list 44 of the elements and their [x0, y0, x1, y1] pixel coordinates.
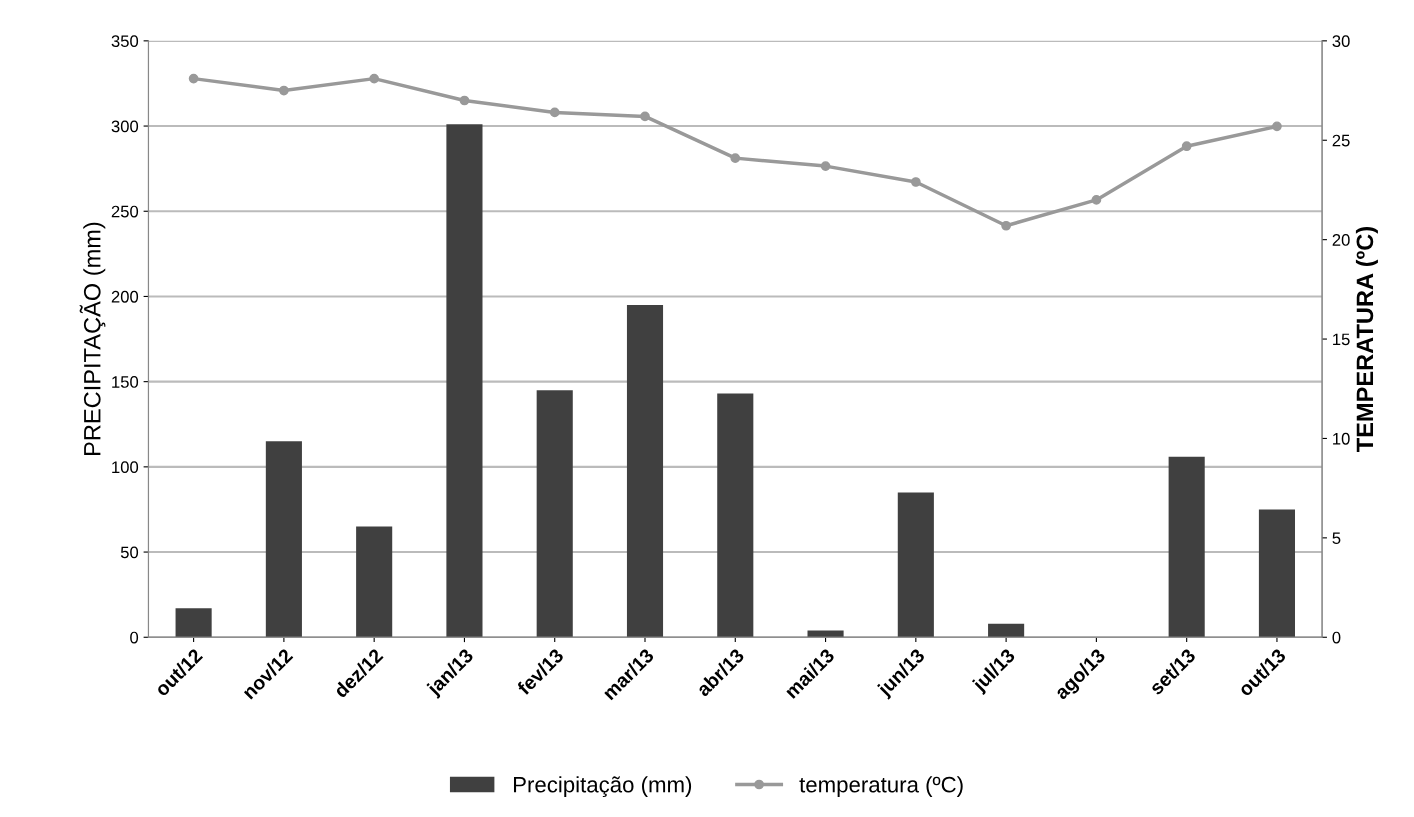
point	[640, 111, 650, 122]
point	[1091, 195, 1102, 205]
bar	[446, 124, 483, 638]
y2-tick-label: 5	[1332, 532, 1341, 545]
bar	[265, 441, 302, 638]
bar	[1168, 456, 1205, 638]
bar	[356, 526, 393, 638]
y2-tick-label: 15	[1333, 333, 1350, 346]
y2-tick-label: 30	[1332, 35, 1350, 48]
point	[1001, 220, 1011, 231]
y-tick-label: 200	[111, 290, 139, 303]
y2-axis-title: TEMPERATURA (ºC)	[1355, 227, 1378, 452]
bar	[807, 630, 844, 638]
y2-tick-label: 25	[1332, 134, 1350, 147]
bar	[536, 390, 573, 638]
y-tick-label: 250	[111, 205, 139, 218]
y-tick-label: 100	[112, 461, 139, 474]
y-tick-label: 0	[130, 631, 139, 644]
legend-label: Precipitação (mm)	[513, 776, 692, 797]
point	[549, 107, 560, 118]
y-axis-title: PRECIPITAÇÃO (mm)	[79, 222, 106, 455]
y-tick-label: 350	[111, 35, 139, 48]
bar	[717, 393, 754, 638]
point	[820, 161, 831, 171]
point	[730, 153, 741, 164]
y2-tick-label: 10	[1333, 432, 1350, 445]
bar	[1258, 509, 1296, 638]
y-tick-label: 50	[120, 546, 139, 559]
y-tick-label: 300	[111, 120, 139, 133]
point	[1272, 121, 1282, 132]
bar	[626, 304, 664, 638]
bar	[175, 608, 212, 638]
legend-label: temperatura (ºC)	[799, 776, 963, 797]
bar	[988, 623, 1025, 638]
y-tick-label: 150	[112, 376, 139, 388]
y2-tick-label: 0	[1332, 631, 1341, 644]
point	[279, 85, 289, 96]
point	[369, 73, 380, 84]
point	[459, 95, 470, 106]
bar	[897, 492, 934, 638]
point	[910, 177, 921, 187]
point	[188, 73, 199, 84]
point	[1181, 141, 1192, 152]
y2-tick-label: 20	[1332, 234, 1350, 246]
